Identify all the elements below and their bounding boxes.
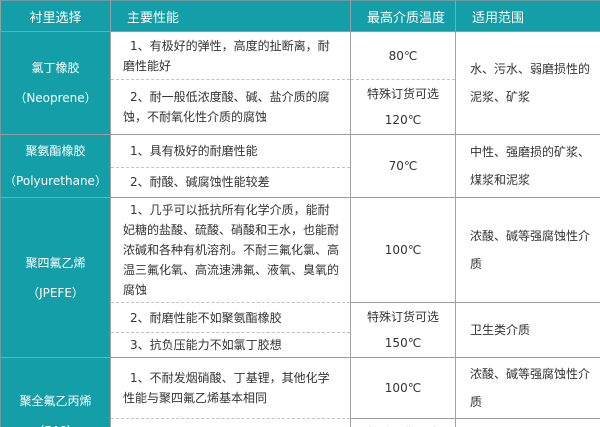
temperature-cell: 100℃ [350, 357, 456, 419]
performance-cell: 2、耐磨性能不如聚氨酯橡胶 [110, 302, 351, 333]
application-cell: 浓酸、碱等强腐蚀性介质 [455, 197, 600, 303]
application-cell: 卫生类介质 [455, 418, 600, 427]
material-code: （Polyurethane） [4, 174, 107, 188]
table-row: 聚全氟乙丙烯 （F46） 1、不耐发烟硝酸、丁基锂，其他化学性能与聚四氟乙烯基本… [0, 357, 600, 427]
table-row: 2、耐磨性能不如聚氨酯橡胶 特殊订货可选 150℃ 卫生类介质 [1, 302, 600, 358]
performance-cell: 2、耐一般低浓度酸、碱、盐介质的腐蚀，不耐氧化性介质的腐蚀 [110, 79, 351, 135]
material-cell-f46: 聚全氟乙丙烯 （F46） [0, 357, 111, 427]
table-row: 3、抗负压能力不如氯丁胶想 [1, 332, 600, 358]
header-cell-performance: 主要性能 [110, 0, 351, 32]
application-cell: 卫生类介质 [455, 302, 600, 358]
table-row: 聚氨酯橡胶 （Polyurethane） 1、具有极好的耐磨性能 70℃ 中性、… [0, 134, 600, 198]
table-row: 氯丁橡胶 （Neoprene） 1、有极好的弹性，高度的扯断离，耐磨性能好 80… [0, 31, 600, 135]
table-row: 2、耐一般低浓度酸、碱、盐介质的腐蚀，不耐氧化性介质的腐蚀 特殊订货可选 120… [1, 79, 600, 135]
temperature-cell: 特殊订货可选 120℃ [350, 79, 456, 135]
material-cell-polyurethane: 聚氨酯橡胶 （Polyurethane） [0, 134, 111, 198]
header-row: 衬里选择 主要性能 最高介质温度 适用范围 [0, 0, 600, 32]
performance-cell: 3、抗负压能力不如氯丁胶想 [110, 332, 351, 358]
material-code: （F46） [2, 416, 109, 427]
material-cell-neoprene: 氯丁橡胶 （Neoprene） [0, 31, 111, 135]
performance-cell: 1、具有极好的耐磨性能 [110, 134, 351, 168]
temperature-cell: 70℃ [350, 134, 456, 198]
header-cell-max-temp: 最高介质温度 [350, 0, 456, 32]
material-name: 聚四氟乙烯 [25, 255, 86, 270]
performance-cell: 2、抗负压能力高于聚四氟乙烯 [110, 418, 351, 427]
material-name: 氯丁橡胶 [31, 61, 80, 75]
table-row: 2、耐酸、碱腐蚀性能较差 [1, 166, 600, 198]
application-cell: 浓酸、碱等强腐蚀性介质 [455, 357, 600, 419]
performance-cell: 2、耐酸、碱腐蚀性能较差 [110, 166, 351, 198]
application-cell: 水、污水、弱磨损性的泥浆、矿浆 [455, 31, 600, 135]
performance-cell: 1、不耐发烟硝酸、丁基锂，其他化学性能与聚四氟乙烯基本相同 [110, 357, 351, 419]
table-row: 聚四氟乙烯 （JPEFE） 1、几乎可以抵抗所有化学介质，能耐妃糖的盐酸、硫酸、… [0, 197, 600, 358]
header-cell-lining: 衬里选择 [0, 0, 111, 32]
application-cell: 中性、强磨损的矿浆、煤浆和泥浆 [455, 134, 600, 198]
performance-cell: 1、几乎可以抵抗所有化学介质，能耐妃糖的盐酸、硫酸、硝酸和王水，也能耐浓碱和各种… [110, 197, 351, 303]
temperature-cell: 特殊订货可选 150℃ [350, 302, 456, 358]
header-cell-application: 适用范围 [455, 0, 600, 32]
material-name: 聚氨酯橡胶 [25, 144, 86, 158]
temperature-cell: 特殊订货可选 150℃ [350, 418, 456, 427]
temperature-cell: 80℃ [350, 31, 456, 80]
material-name: 聚全氟乙丙烯 [19, 393, 92, 408]
material-code: （JPEFE） [27, 285, 84, 300]
temperature-cell: 100℃ [350, 197, 456, 303]
performance-cell: 1、有极好的弹性，高度的扯断离，耐磨性能好 [110, 31, 351, 80]
material-cell-jpefe: 聚四氟乙烯 （JPEFE） [0, 197, 111, 358]
material-code: （Neoprene） [14, 91, 97, 105]
